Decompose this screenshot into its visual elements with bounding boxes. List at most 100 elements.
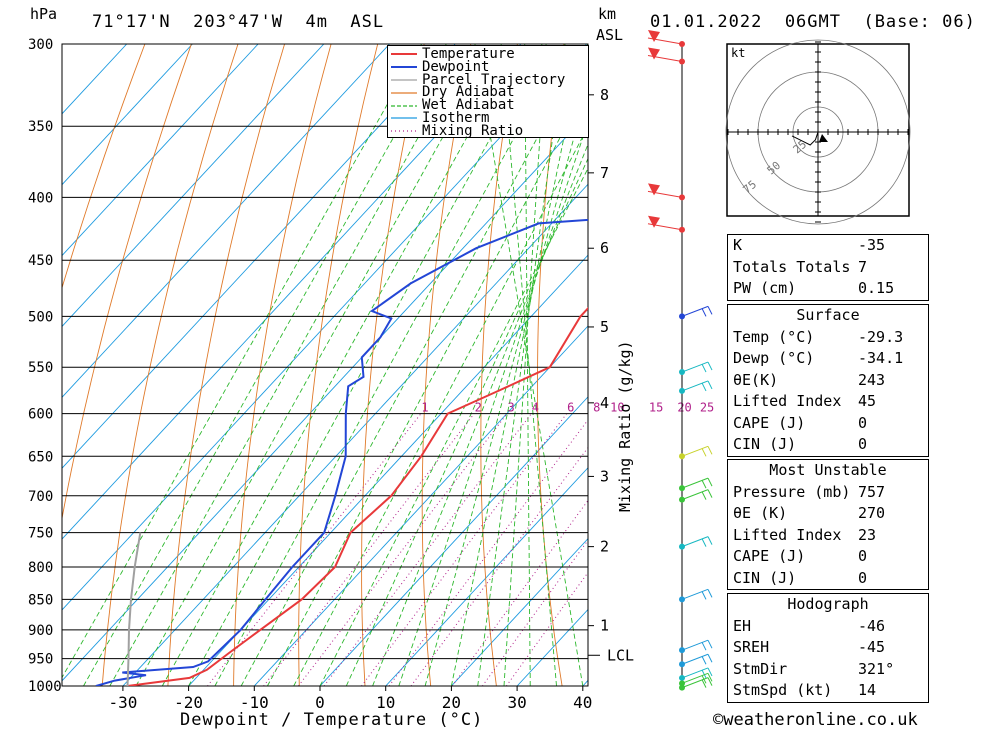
- legend-swatch: [391, 92, 417, 94]
- isotherm-line: [385, 467, 588, 686]
- legend-item-label: Parcel Trajectory: [422, 71, 566, 88]
- isotherm-line: [451, 537, 588, 686]
- table-row-value: -46: [858, 616, 886, 635]
- wind-barb-feather: [707, 489, 713, 498]
- wind-barb-shaft: [681, 361, 709, 373]
- pressure-tick-label: 900: [28, 623, 53, 639]
- mixing-ratio-line: [388, 419, 588, 686]
- temperature-tick-label: -30: [108, 693, 137, 712]
- table-row: θE (K) 270: [728, 503, 928, 525]
- indices-table: K -35 Totals Totals 7 PW (cm) 0.15: [727, 234, 929, 301]
- table-row-value: 0: [858, 413, 868, 432]
- isotherm-line: [62, 44, 259, 257]
- table-row: θE(K) 243: [728, 370, 928, 392]
- legend-item-label: Mixing Ratio: [422, 122, 524, 139]
- wind-barb-feather: [707, 361, 713, 371]
- legend-swatch: [391, 130, 417, 132]
- pressure-tick-label: 750: [28, 526, 53, 542]
- legend-item-label: Temperature: [422, 46, 515, 62]
- hodograph-table: Hodograph EH -46 SREH -45 StmDir 321° StmSpd (…: [727, 593, 929, 703]
- legend-swatch: [391, 104, 417, 107]
- wind-barb-shaft: [681, 305, 709, 317]
- table-row: Pressure (mb) 757: [728, 482, 928, 504]
- pressure-tick-label: 650: [28, 449, 53, 465]
- table-row-value: 757: [858, 482, 886, 501]
- isotherm-line: [62, 44, 456, 469]
- hodograph-trace: [791, 131, 819, 146]
- most-unstable-table: Most Unstable Pressure (mb) 757 θE (K) 270 L…: [727, 459, 929, 590]
- table-row: CAPE (J) 0: [728, 413, 928, 435]
- lcl-label: LCL: [607, 646, 634, 664]
- wet-adiabat-line: [161, 44, 520, 686]
- wind-barb-shaft: [681, 445, 709, 457]
- wind-barb-flag: [648, 30, 660, 42]
- wind-barb-shaft: [681, 667, 709, 679]
- pressure-unit-label: hPa: [30, 5, 58, 23]
- table-row-value: 270: [858, 504, 886, 522]
- legend-swatch: [391, 66, 417, 69]
- km-tick-label: 1: [600, 617, 609, 635]
- location-title: 71°17'N 203°47'W 4m ASL: [92, 12, 385, 32]
- table-row: CAPE (J) 0: [728, 546, 928, 568]
- dry-adiabat-line: [646, 44, 694, 686]
- mixing-ratio-label: 3: [508, 401, 515, 415]
- wet-adiabat-line: [267, 84, 588, 686]
- pressure-tick-label: 600: [28, 407, 53, 423]
- copyright-footer[interactable]: ©weatheronline.co.uk: [713, 710, 918, 730]
- legend-swatch: [391, 79, 417, 81]
- table-row-label: StmSpd (kt): [733, 681, 833, 699]
- dry-adiabat-line: [167, 44, 286, 686]
- wind-barb-feather: [707, 536, 713, 545]
- wet-adiabat-line: [293, 125, 588, 686]
- table-row-value: 0: [858, 568, 868, 587]
- hodograph-ring: [725, 39, 911, 225]
- table-row-value: -35: [858, 236, 886, 254]
- surface-table: Surface Temp (°C) -29.3 Dewp (°C) -34.1 θE(K…: [727, 304, 929, 457]
- table-row-value: 14: [858, 681, 877, 699]
- most-unstable-title: Most Unstable: [769, 461, 887, 479]
- mixing-ratio-label: 2: [475, 401, 482, 415]
- legend-item: Mixing Ratio: [388, 122, 588, 139]
- table-row-label: SREH: [733, 638, 770, 656]
- wind-barb-feather: [701, 363, 707, 373]
- dry-adiabat-line: [936, 44, 1000, 686]
- pressure-tick-label: 500: [28, 309, 53, 325]
- mixing-ratio-line: [298, 413, 508, 686]
- wind-barb-feather: [707, 667, 713, 677]
- wind-barb-feather: [701, 491, 707, 500]
- legend-item: Dewpoint: [388, 60, 588, 74]
- wind-barb-feather: [701, 479, 707, 489]
- table-row-value: 23: [858, 525, 877, 544]
- pressure-tick-label: 400: [28, 190, 53, 206]
- x-axis-label: Dewpoint / Temperature (°C): [180, 710, 484, 730]
- km-tick-label: 7: [600, 164, 609, 182]
- wet-adiabat-line: [214, 44, 566, 686]
- mixing-ratio-axis-label: Mixing Ratio (g/kg): [616, 340, 634, 512]
- legend-swatch: [391, 53, 417, 56]
- table-row-label: CAPE (J): [733, 547, 806, 565]
- parcel-trajectory-trace: [126, 532, 142, 686]
- wet-adiabat-line: [188, 44, 543, 686]
- wind-barb-feather: [707, 639, 713, 649]
- table-row: Lifted Index 45: [728, 391, 928, 413]
- table-row: Lifted Index 23: [728, 525, 928, 547]
- temperature-tick-label: 20: [442, 693, 461, 712]
- wind-barb-feather: [707, 306, 713, 315]
- km-tick-label: 2: [600, 538, 609, 556]
- legend-item-label: Wet Adiabat: [422, 97, 515, 114]
- isotherm-line: [319, 396, 588, 686]
- wind-barb-feather: [707, 446, 713, 455]
- table-row-value: 0.15: [858, 279, 895, 297]
- table-row-value: 0: [858, 435, 868, 453]
- wind-barb-shaft: [681, 588, 709, 600]
- dry-adiabat-line: [421, 44, 472, 686]
- pressure-tick-label: 950: [28, 652, 53, 668]
- table-row-label: EH: [733, 616, 752, 635]
- wind-barb-feather: [701, 679, 707, 688]
- surface-title: Surface: [796, 306, 860, 324]
- mixing-ratio-line: [263, 413, 475, 686]
- table-row-label: PW (cm): [733, 279, 797, 297]
- wind-barb-shaft: [681, 477, 709, 489]
- isotherm-line: [62, 44, 193, 186]
